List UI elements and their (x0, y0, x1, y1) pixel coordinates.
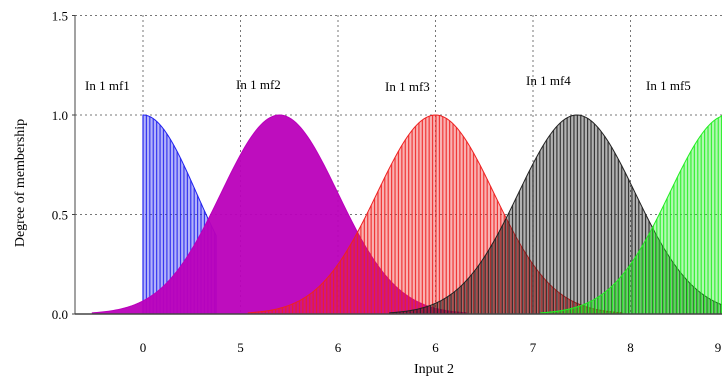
x-axis-label: Input 2 (414, 362, 454, 377)
undefined (91, 114, 468, 315)
series-label-4: In 1 mf4 (526, 73, 571, 88)
y-axis-label: Degree of membership (13, 119, 28, 247)
series-label-3: In 1 mf3 (385, 79, 430, 94)
axes (74, 15, 722, 315)
labels: In 1 mf1 In 1 mf2 In 1 mf3 In 1 mf4 In 1 mf5… (52, 9, 722, 356)
hatch-group-5 (540, 116, 722, 314)
series-label-1: In 1 mf1 (85, 78, 130, 93)
series-layer (91, 114, 722, 315)
y-tick-label: 0.5 (52, 208, 68, 223)
x-tick-label: 5 (237, 340, 244, 355)
y-tick-label: 1.5 (52, 9, 68, 24)
x-tick-label: 6 (335, 340, 342, 355)
y-tick-label: 1.0 (52, 108, 68, 123)
x-tick-label: 8 (627, 340, 634, 355)
x-tick-label: 6 (432, 340, 439, 355)
hatch-group-4 (389, 115, 722, 314)
x-tick-label: 7 (530, 340, 537, 355)
x-tick-label: 0 (140, 340, 147, 355)
x-tick-label: 9 (715, 340, 722, 355)
series-label-2: In 1 mf2 (236, 77, 281, 92)
y-tick-label: 0.0 (52, 307, 68, 322)
series-label-5: In 1 mf5 (646, 78, 691, 93)
